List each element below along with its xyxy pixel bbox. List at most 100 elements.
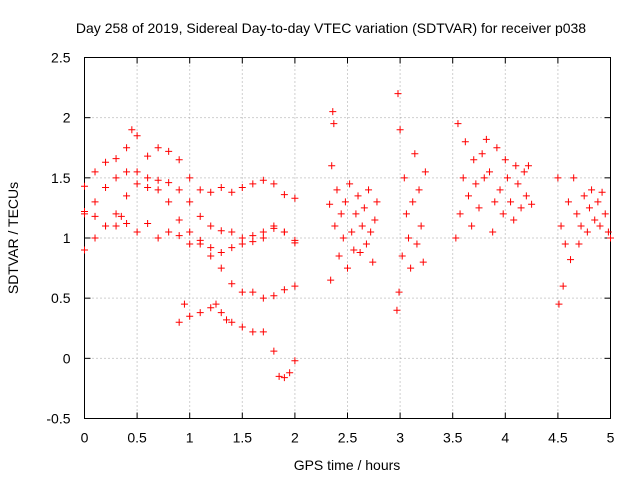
- data-point: [454, 120, 462, 128]
- data-point: [133, 180, 141, 188]
- data-point: [207, 244, 215, 252]
- data-point: [133, 168, 141, 176]
- data-point: [270, 180, 278, 188]
- data-point: [217, 248, 225, 256]
- data-point: [112, 210, 120, 218]
- data-point: [354, 192, 362, 200]
- data-point: [154, 234, 162, 242]
- data-point: [238, 183, 246, 191]
- y-tick-label: 2: [63, 110, 71, 126]
- data-point: [583, 228, 591, 236]
- x-tick-label: 4: [501, 430, 509, 446]
- data-point: [335, 252, 343, 260]
- data-point: [123, 220, 131, 228]
- data-point: [175, 156, 183, 164]
- series-segment-4.5: [554, 174, 614, 308]
- data-point: [102, 158, 110, 166]
- data-point: [373, 198, 381, 206]
- x-tick-label: 4.5: [548, 430, 568, 446]
- data-point: [175, 232, 183, 240]
- data-point: [154, 176, 162, 184]
- data-point: [585, 204, 593, 212]
- data-point: [212, 300, 220, 308]
- data-point: [327, 276, 335, 284]
- data-point: [165, 147, 173, 155]
- data-point: [402, 210, 410, 218]
- data-point: [575, 240, 583, 248]
- data-point: [144, 174, 152, 182]
- data-point: [396, 126, 404, 134]
- data-point: [577, 222, 585, 230]
- data-point: [601, 210, 609, 218]
- data-point: [470, 156, 478, 164]
- data-point: [557, 222, 565, 230]
- data-point: [400, 174, 408, 182]
- data-point: [407, 264, 415, 272]
- data-point: [270, 347, 278, 355]
- data-point: [123, 168, 131, 176]
- data-point: [570, 174, 578, 182]
- data-point: [398, 252, 406, 260]
- data-point: [393, 306, 401, 314]
- data-point: [123, 144, 131, 152]
- series-segment-2.3: [326, 108, 381, 284]
- series-track-4: [81, 210, 299, 256]
- data-point: [280, 374, 288, 382]
- data-point: [196, 236, 204, 244]
- data-point: [588, 186, 596, 194]
- data-point: [561, 240, 569, 248]
- data-point: [405, 234, 413, 242]
- data-point: [123, 192, 131, 200]
- data-point: [501, 156, 509, 164]
- data-point: [249, 288, 257, 296]
- data-point: [514, 180, 522, 188]
- data-point: [329, 108, 337, 116]
- data-point: [480, 174, 488, 182]
- data-point: [482, 135, 490, 143]
- y-tick-label: 2.5: [51, 50, 71, 66]
- data-point: [352, 210, 360, 218]
- data-point: [270, 224, 278, 232]
- data-point: [344, 264, 351, 272]
- y-tick-label: 0.5: [51, 290, 71, 306]
- data-point: [249, 238, 257, 246]
- x-axis: 0 0.5 1 1.5 2 2.5 3 3.5 4 4.5 5: [81, 57, 615, 446]
- data-point: [491, 198, 499, 206]
- data-point: [275, 372, 283, 380]
- data-point: [328, 162, 336, 170]
- data-point: [394, 90, 402, 98]
- data-point: [604, 228, 612, 236]
- data-point: [144, 220, 152, 228]
- data-point: [346, 180, 354, 188]
- data-point: [223, 316, 231, 324]
- data-point: [217, 264, 225, 272]
- data-point: [411, 150, 419, 158]
- data-point: [573, 210, 581, 218]
- data-point: [362, 240, 370, 248]
- data-point: [607, 234, 614, 242]
- data-point: [459, 174, 467, 182]
- data-point: [326, 200, 334, 208]
- data-point: [371, 216, 379, 224]
- data-point: [175, 186, 183, 194]
- data-point: [81, 210, 88, 218]
- y-tick-label: 1: [63, 230, 71, 246]
- data-point: [413, 240, 421, 248]
- data-point: [186, 312, 194, 320]
- y-axis-label: SDTVAR / TECUs: [5, 182, 21, 294]
- x-tick-label: 3.5: [443, 430, 463, 446]
- data-point: [217, 183, 225, 191]
- data-point: [280, 228, 288, 236]
- data-point: [510, 216, 518, 224]
- data-point: [348, 228, 356, 236]
- data-point: [249, 232, 257, 240]
- data-point: [128, 126, 136, 134]
- data-point: [259, 234, 267, 242]
- data-point: [360, 204, 368, 212]
- data-point: [207, 304, 215, 312]
- data-point: [331, 222, 339, 230]
- data-point: [486, 168, 494, 176]
- x-axis-label: GPS time / hours: [294, 457, 401, 473]
- data-point: [493, 144, 501, 152]
- x-tick-label: 1.5: [233, 430, 253, 446]
